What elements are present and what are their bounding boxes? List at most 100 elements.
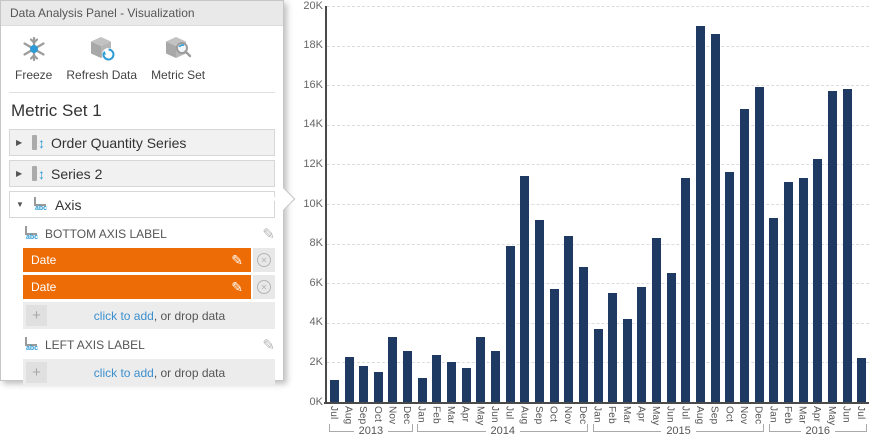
- bottom-axis-add-row[interactable]: + click to add, or drop data: [23, 302, 275, 329]
- bar[interactable]: [329, 380, 339, 402]
- month-label: Apr: [635, 406, 647, 423]
- y-tick-label: 14K: [303, 118, 323, 131]
- bar[interactable]: [696, 25, 705, 402]
- month-label: Sep: [357, 406, 369, 425]
- metric-set-label: Metric Set: [151, 68, 206, 82]
- bar[interactable]: [783, 182, 793, 402]
- y-tick-label: 0K: [309, 395, 323, 408]
- section-axis[interactable]: ▼ abc Axis: [9, 191, 275, 218]
- bar[interactable]: [593, 328, 603, 402]
- year-bracket-line: [695, 424, 765, 432]
- gridline: [327, 45, 869, 47]
- year-bracket-line: [329, 424, 354, 432]
- left-axis-add-row[interactable]: + click to add, or drop data: [23, 359, 275, 386]
- bar[interactable]: [417, 378, 427, 402]
- month-label: Sep: [532, 406, 544, 425]
- bar[interactable]: [403, 350, 413, 402]
- axis-field-row: Date ✎ ✕: [23, 275, 275, 299]
- bar[interactable]: [813, 158, 823, 402]
- section-label: Order Quantity Series: [51, 134, 187, 151]
- bar[interactable]: [681, 178, 691, 402]
- month-label: Sep: [708, 406, 720, 425]
- bar[interactable]: [564, 235, 574, 402]
- month-label: Nov: [386, 406, 398, 425]
- month-label: Feb: [606, 406, 618, 424]
- plus-icon: +: [26, 305, 47, 326]
- axis-abc-icon: abc: [23, 337, 40, 353]
- bar[interactable]: [491, 350, 500, 402]
- date-field[interactable]: Date ✎: [23, 248, 251, 272]
- bar[interactable]: [549, 289, 559, 402]
- bar[interactable]: [622, 318, 632, 402]
- axis-abc-icon: abc: [23, 226, 40, 242]
- chevron-right-icon: ▶: [16, 138, 23, 147]
- month-label: Feb: [781, 406, 793, 424]
- chevron-down-icon: ▼: [16, 200, 24, 209]
- refresh-data-button[interactable]: Refresh Data: [66, 34, 137, 82]
- bar[interactable]: [344, 356, 354, 402]
- edit-pencil-icon[interactable]: ✎: [231, 251, 243, 268]
- date-field[interactable]: Date ✎: [23, 275, 251, 299]
- bar[interactable]: [740, 109, 749, 402]
- metric-set-button[interactable]: Metric Set: [151, 34, 205, 82]
- bar[interactable]: [666, 273, 676, 402]
- refresh-cube-icon: [87, 34, 117, 64]
- bar[interactable]: [505, 245, 515, 402]
- freeze-button[interactable]: Freeze: [15, 34, 52, 82]
- y-tick-label: 10K: [303, 197, 323, 210]
- y-tick-label: 6K: [309, 276, 323, 289]
- bar[interactable]: [754, 87, 764, 402]
- drop-data-hint: , or drop data: [153, 365, 226, 380]
- click-to-add-link[interactable]: click to add: [93, 365, 154, 380]
- bar[interactable]: [432, 354, 442, 402]
- bar[interactable]: [798, 178, 808, 402]
- bar[interactable]: [534, 219, 544, 402]
- bar[interactable]: [725, 172, 735, 402]
- bar[interactable]: [388, 336, 398, 402]
- data-analysis-panel: Data Analysis Panel - Visualization: [0, 0, 284, 386]
- bar[interactable]: [476, 336, 486, 402]
- series-sort-icon: ↕: [32, 166, 45, 181]
- bar[interactable]: [447, 362, 456, 402]
- year-bracket-line: [768, 424, 801, 432]
- bar[interactable]: [652, 237, 662, 402]
- remove-field-button[interactable]: ✕: [253, 275, 275, 299]
- field-value: Date: [31, 253, 57, 267]
- y-tick-label: 4K: [309, 316, 323, 329]
- bar[interactable]: [827, 91, 837, 402]
- section-order-quantity-series[interactable]: ▶ ↕ Order Quantity Series: [9, 129, 275, 156]
- month-label: Jan: [415, 406, 427, 423]
- y-tick-label: 12K: [303, 157, 323, 170]
- edit-pencil-icon[interactable]: ✎: [231, 278, 243, 295]
- section-series-2[interactable]: ▶ ↕ Series 2: [9, 160, 275, 187]
- month-label: Nov: [562, 406, 574, 425]
- bar[interactable]: [520, 176, 530, 402]
- left-axis-label-header: abc LEFT AXIS LABEL ✎: [23, 335, 275, 355]
- month-label: Oct: [723, 406, 735, 423]
- month-label: Jul: [679, 406, 691, 420]
- bar[interactable]: [373, 372, 383, 402]
- bar[interactable]: [359, 366, 369, 402]
- toolbar-divider: [9, 92, 275, 93]
- panel-toolbar: Freeze Refresh Data: [1, 26, 283, 88]
- month-label: Apr: [459, 406, 471, 423]
- remove-field-button[interactable]: ✕: [253, 248, 275, 272]
- bar[interactable]: [710, 33, 720, 402]
- bar[interactable]: [637, 287, 647, 402]
- y-tick-label: 2K: [309, 355, 323, 368]
- plus-icon: +: [26, 362, 47, 383]
- month-label: Jan: [591, 406, 603, 423]
- bar[interactable]: [461, 368, 471, 402]
- bar[interactable]: [769, 217, 779, 402]
- click-to-add-link[interactable]: click to add: [93, 308, 154, 323]
- series-sort-icon: ↕: [32, 135, 45, 150]
- bar[interactable]: [842, 89, 852, 402]
- edit-pencil-icon[interactable]: ✎: [262, 337, 275, 354]
- y-tick-label: 8K: [309, 237, 323, 250]
- freeze-label: Freeze: [15, 68, 53, 82]
- bar[interactable]: [578, 267, 588, 402]
- edit-pencil-icon[interactable]: ✎: [262, 226, 275, 243]
- bar[interactable]: [857, 358, 867, 402]
- close-icon: ✕: [257, 253, 271, 267]
- bar[interactable]: [608, 293, 618, 402]
